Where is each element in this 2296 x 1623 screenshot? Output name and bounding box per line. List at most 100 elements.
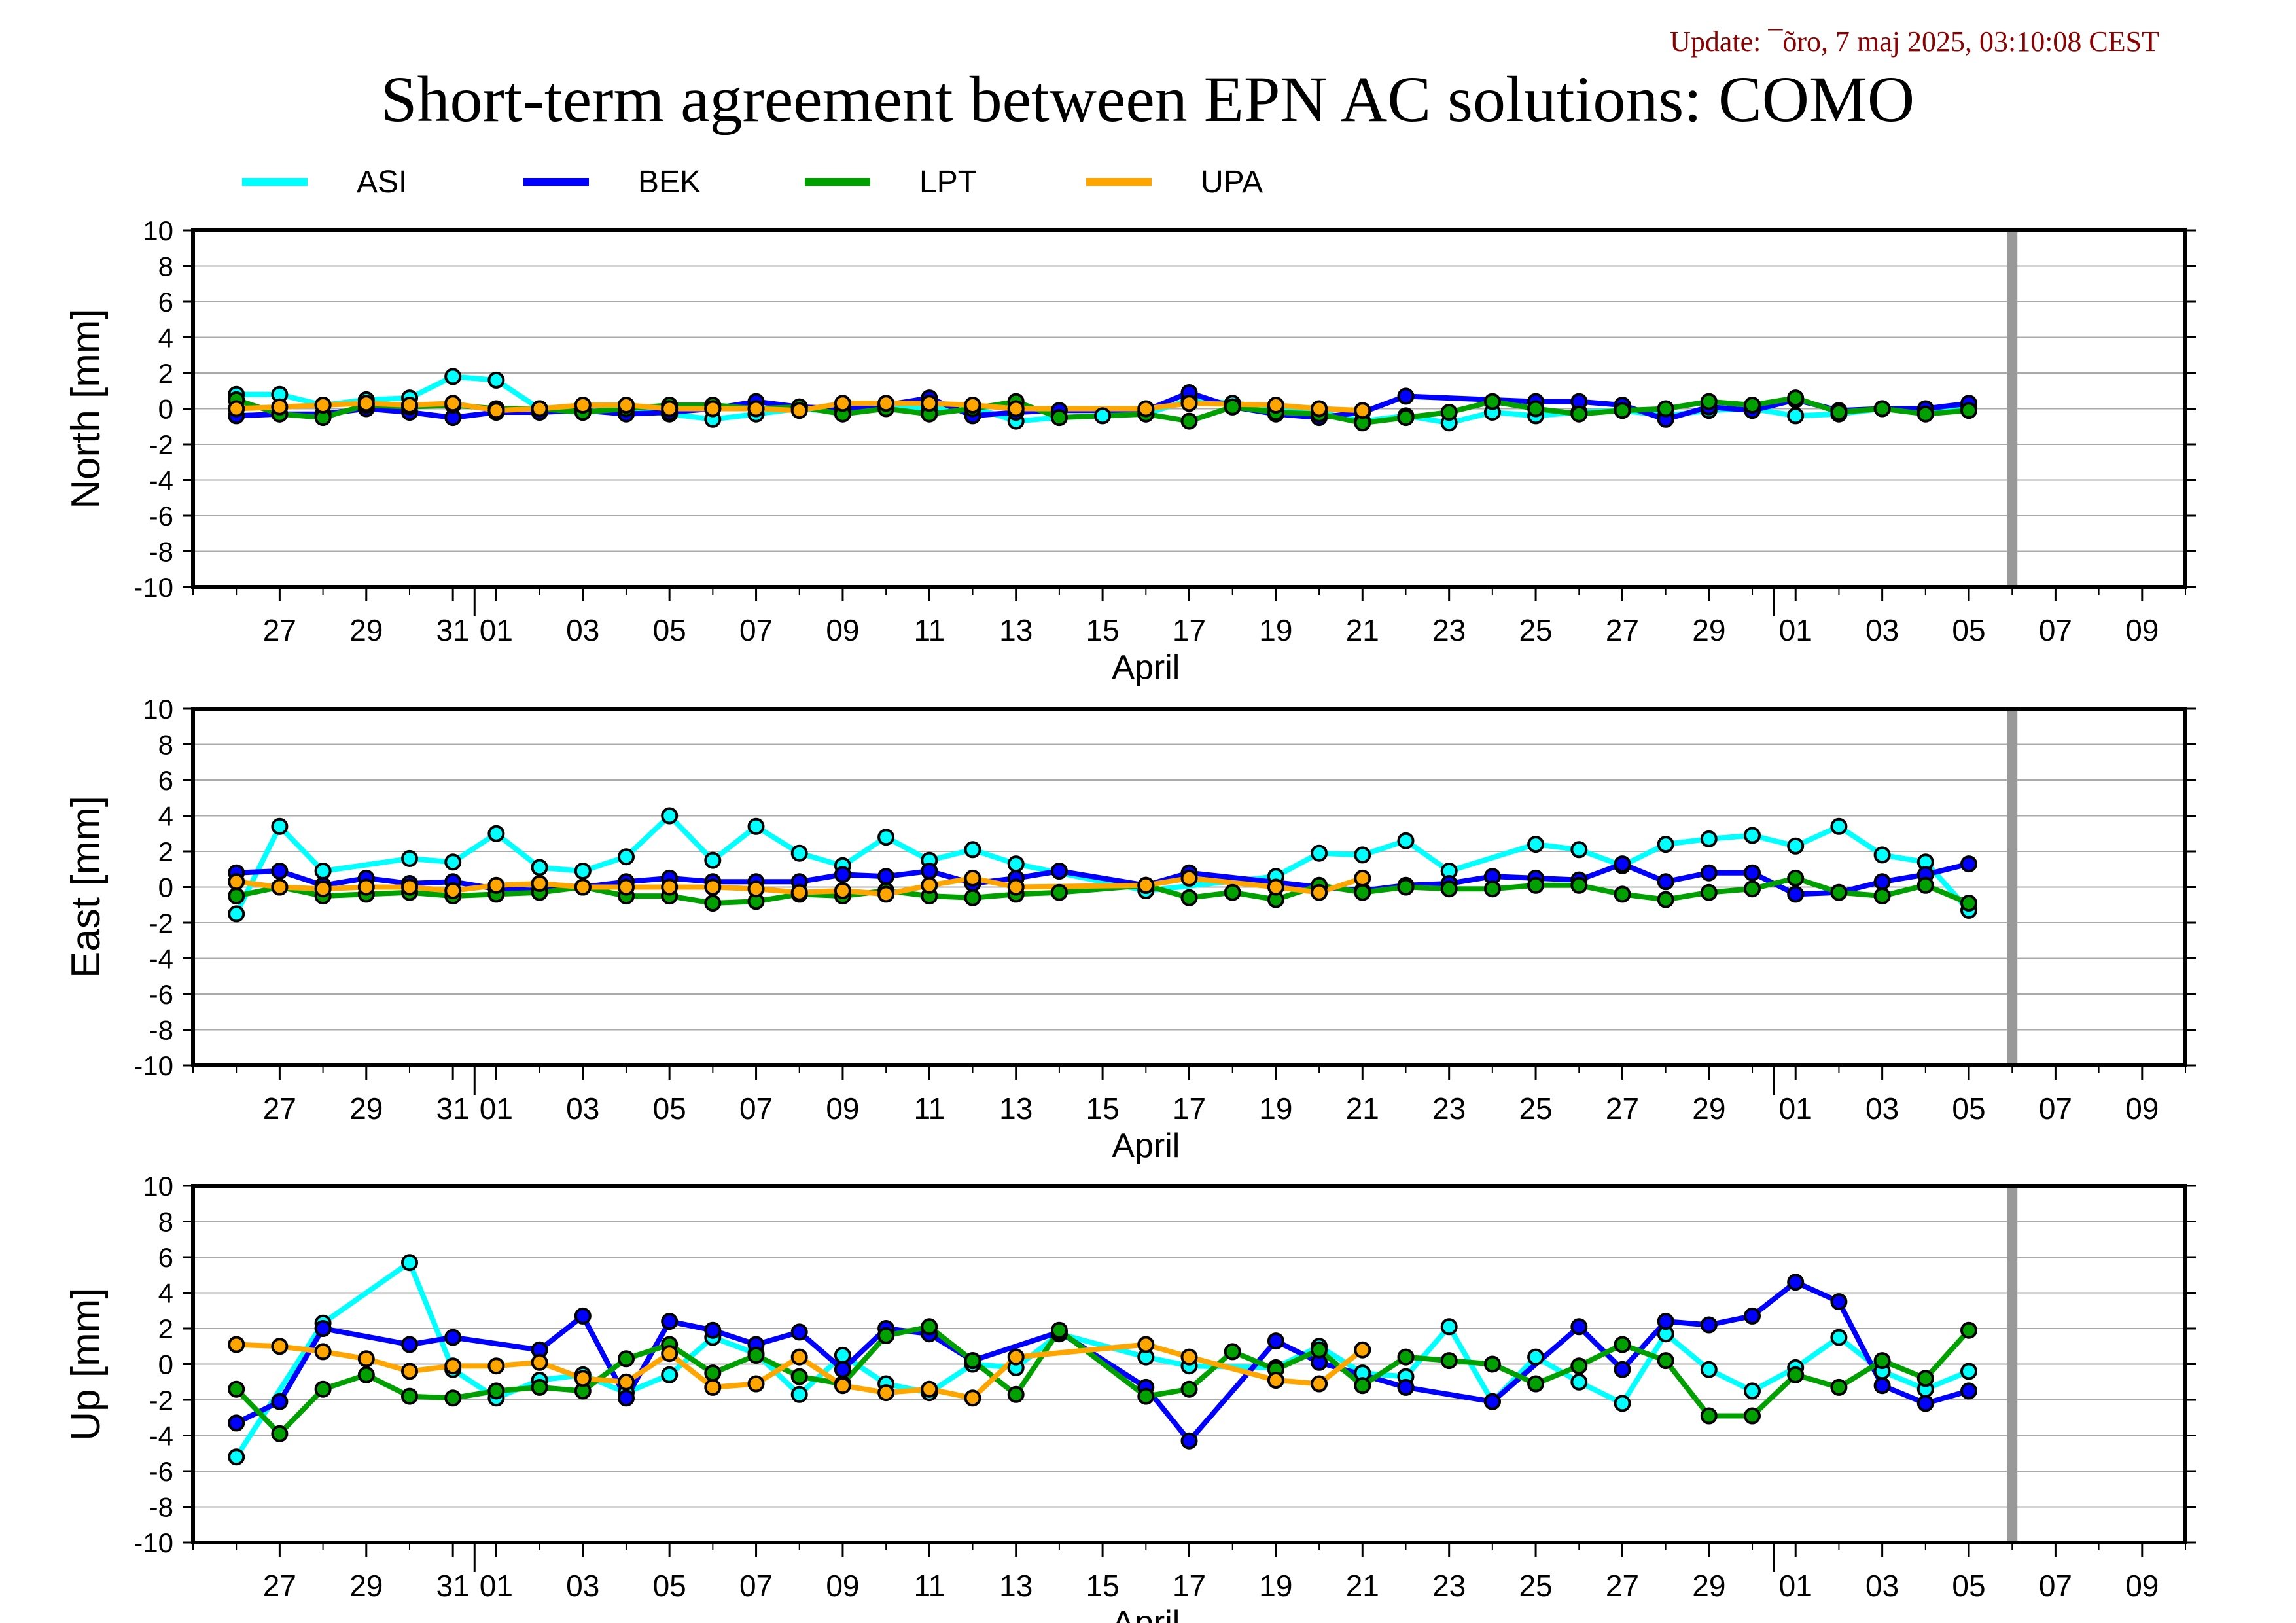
data-point-asi — [1744, 1382, 1761, 1400]
data-point-asi — [228, 905, 245, 923]
x-tick-label: 21 — [1346, 1092, 1379, 1126]
x-tick-label: 07 — [739, 1569, 773, 1603]
x-tick-label: 27 — [1606, 1092, 1639, 1126]
y-tick-label: 4 — [158, 323, 173, 353]
x-tick-label: 01 — [1779, 1092, 1812, 1126]
data-point-bek — [921, 863, 938, 880]
data-point-upa — [1267, 397, 1284, 414]
y-tick-label: -2 — [149, 908, 173, 938]
data-point-lpt — [228, 1380, 245, 1398]
data-point-lpt — [1007, 1385, 1025, 1403]
data-point-lpt — [618, 1350, 635, 1368]
x-tick-label: 01 — [1779, 613, 1812, 647]
data-point-bek — [1614, 1361, 1631, 1378]
data-point-upa — [834, 882, 851, 899]
data-point-lpt — [1657, 1352, 1674, 1370]
data-point-bek — [1397, 387, 1415, 405]
x-tick-label: 19 — [1259, 1569, 1292, 1603]
data-point-bek — [574, 1307, 592, 1325]
data-point-lpt — [1180, 1380, 1198, 1398]
data-point-upa — [747, 1375, 765, 1393]
data-point-lpt — [1354, 883, 1371, 901]
data-point-lpt — [1700, 1407, 1718, 1425]
month-label: April — [1112, 1127, 1180, 1165]
x-tick-label: 05 — [653, 1569, 686, 1603]
x-tick-label: 27 — [263, 613, 296, 647]
data-point-lpt — [1137, 1387, 1155, 1405]
data-point-asi — [1570, 1373, 1588, 1391]
data-point-asi — [661, 807, 679, 825]
data-point-asi — [877, 829, 895, 846]
data-point-upa — [618, 878, 635, 896]
x-tick-label: 05 — [653, 613, 686, 647]
data-point-lpt — [1916, 405, 1934, 423]
data-point-upa — [747, 880, 765, 898]
data-point-asi — [661, 1366, 679, 1383]
data-point-upa — [487, 876, 505, 894]
y-axis-label: Up [mm] — [63, 1287, 109, 1440]
data-point-bek — [790, 1323, 808, 1341]
data-point-upa — [1007, 1348, 1025, 1366]
data-point-upa — [401, 878, 418, 896]
panel-east: 10 8 6 4 2 0 -2 -4 -6 -8 -10 27 29 31 01 03 05 07 09 11 13 15… — [63, 694, 2196, 1165]
data-point-lpt — [314, 1380, 332, 1398]
data-point-bek — [834, 1361, 851, 1378]
data-point-lpt — [1570, 876, 1588, 894]
legend-label-asi: ASI — [357, 165, 407, 200]
y-tick-label: -4 — [149, 944, 173, 974]
data-point-upa — [271, 1338, 289, 1355]
x-tick-label: 17 — [1173, 613, 1206, 647]
data-point-asi — [618, 848, 635, 866]
data-point-lpt — [1527, 1375, 1545, 1393]
data-point-bek — [1960, 855, 1977, 873]
data-point-lpt — [1527, 400, 1545, 418]
plot-frame — [191, 1184, 2187, 1544]
data-point-upa — [921, 395, 938, 412]
x-tick-label: 05 — [1952, 613, 1985, 647]
data-point-lpt — [964, 889, 981, 906]
x-tick-label: 19 — [1259, 1092, 1292, 1126]
x-tick-label: 07 — [2039, 1569, 2072, 1603]
vertical-band — [2007, 709, 2018, 1065]
data-point-upa — [357, 395, 375, 412]
data-point-upa — [314, 1343, 332, 1361]
data-point-upa — [661, 400, 679, 418]
data-point-asi — [1397, 832, 1415, 849]
x-tick-label: 27 — [263, 1569, 296, 1603]
data-point-upa — [1267, 1372, 1284, 1389]
data-point-lpt — [1830, 1378, 1848, 1396]
data-point-upa — [531, 400, 548, 418]
data-point-upa — [1354, 402, 1371, 419]
data-point-lpt — [1397, 1348, 1415, 1366]
x-tick-label: 29 — [1692, 1569, 1725, 1603]
data-point-lpt — [487, 1382, 505, 1400]
data-point-lpt — [1873, 1352, 1891, 1370]
data-point-lpt — [790, 1368, 808, 1385]
data-point-lpt — [1050, 409, 1068, 427]
plot-frame — [191, 707, 2187, 1067]
y-tick-label: 8 — [158, 1207, 173, 1238]
data-point-bek — [271, 863, 289, 880]
data-point-upa — [877, 1384, 895, 1402]
data-point-upa — [704, 400, 722, 418]
data-point-bek — [1657, 1313, 1674, 1330]
data-point-lpt — [1787, 1366, 1805, 1383]
data-point-lpt — [1614, 1336, 1631, 1353]
y-tick-label: -6 — [149, 501, 173, 531]
data-point-lpt — [1916, 876, 1934, 894]
x-tick-label: 29 — [349, 1092, 383, 1126]
data-point-upa — [790, 402, 808, 419]
x-tick-label: 07 — [2039, 1092, 2072, 1126]
x-tick-label: 05 — [1952, 1092, 1985, 1126]
y-tick-label: 10 — [143, 215, 173, 246]
legend-label-bek: BEK — [638, 165, 701, 200]
data-point-upa — [1137, 400, 1155, 418]
x-tick-label: 09 — [2125, 613, 2159, 647]
data-point-asi — [1614, 1395, 1631, 1412]
data-point-asi — [1657, 836, 1674, 853]
data-point-lpt — [1614, 402, 1631, 419]
x-tick-label: 03 — [566, 1569, 599, 1603]
x-tick-label: 03 — [566, 1092, 599, 1126]
data-point-asi — [1830, 817, 1848, 835]
data-point-lpt — [1397, 878, 1415, 896]
